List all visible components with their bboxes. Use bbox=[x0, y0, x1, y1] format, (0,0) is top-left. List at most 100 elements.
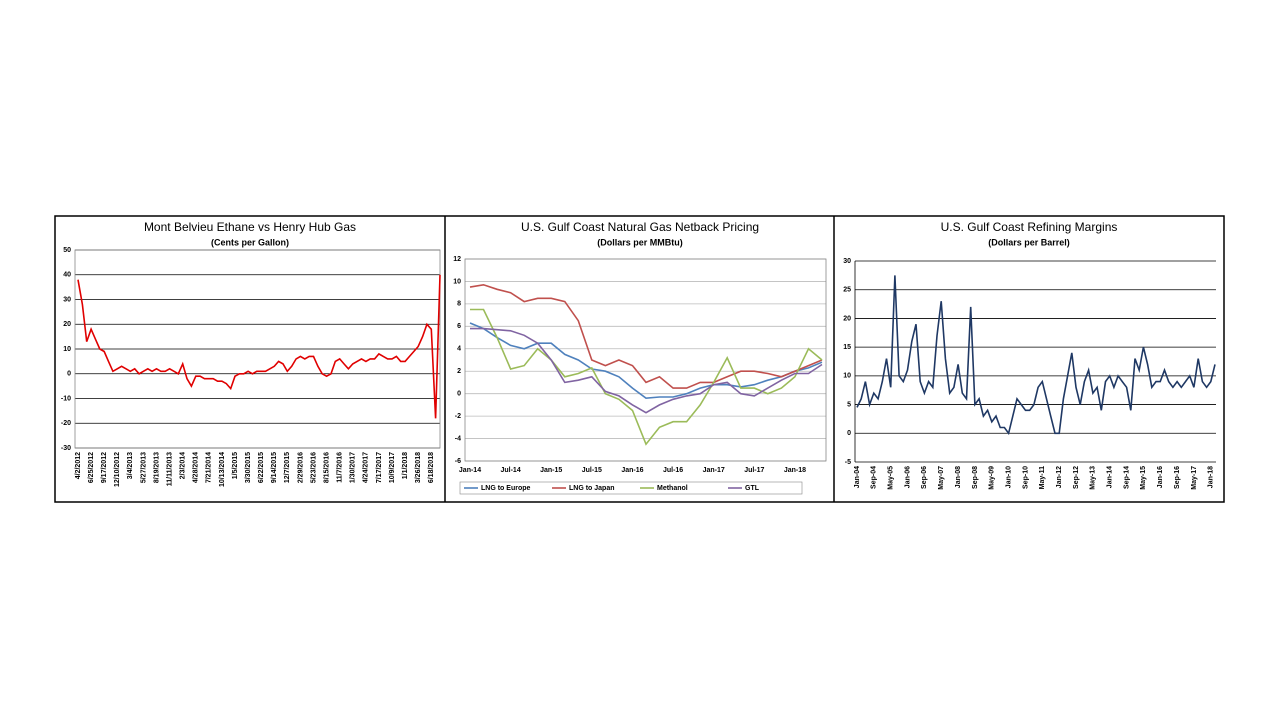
x-tick-label: 2/3/2014 bbox=[180, 452, 187, 479]
y-tick-label: -4 bbox=[455, 435, 461, 442]
x-tick-label: Jan-18 bbox=[784, 467, 806, 474]
y-tick-label: 20 bbox=[843, 315, 851, 322]
chart-title: U.S. Gulf Coast Natural Gas Netback Pric… bbox=[521, 220, 759, 234]
x-tick-label: Jan-18 bbox=[1208, 466, 1215, 488]
y-tick-label: 25 bbox=[843, 287, 851, 294]
x-tick-label: Jan-10 bbox=[1005, 466, 1012, 488]
y-tick-label: 8 bbox=[457, 301, 461, 308]
x-tick-label: Sep-04 bbox=[871, 466, 878, 489]
x-tick-label: 8/15/2016 bbox=[323, 452, 330, 483]
x-tick-label: 4/2/2012 bbox=[75, 452, 82, 479]
y-tick-label: 10 bbox=[453, 278, 461, 285]
x-tick-label: May-07 bbox=[938, 466, 945, 490]
y-tick-label: 0 bbox=[457, 391, 461, 398]
y-tick-label: 12 bbox=[453, 256, 461, 263]
series-line bbox=[470, 308, 823, 446]
x-tick-label: 4/28/2014 bbox=[193, 452, 200, 483]
y-tick-label: 0 bbox=[847, 430, 851, 437]
x-tick-label: Jan-16 bbox=[621, 467, 643, 474]
x-tick-label: May-11 bbox=[1039, 466, 1046, 489]
x-tick-label: 6/22/2015 bbox=[258, 452, 265, 483]
y-tick-label: 2 bbox=[457, 368, 461, 375]
series-line bbox=[77, 274, 441, 419]
x-tick-label: 11/7/2016 bbox=[337, 452, 344, 483]
legend-label: LNG to Japan bbox=[569, 485, 615, 492]
x-tick-label: 3/4/2013 bbox=[127, 452, 134, 479]
x-tick-label: Jul-17 bbox=[744, 467, 764, 474]
x-tick-label: 5/23/2016 bbox=[310, 452, 317, 483]
x-tick-label: 6/18/2018 bbox=[428, 452, 435, 483]
x-tick-label: 1/1/2018 bbox=[402, 452, 409, 479]
x-tick-label: 5/27/2013 bbox=[140, 452, 147, 483]
chart-title: Mont Belvieu Ethane vs Henry Hub Gas bbox=[144, 220, 356, 234]
series-line bbox=[469, 322, 823, 400]
x-tick-label: 3/30/2015 bbox=[245, 452, 252, 483]
y-tick-label: -6 bbox=[455, 458, 461, 465]
y-tick-label: -5 bbox=[845, 459, 851, 466]
x-tick-label: 7/21/2014 bbox=[206, 452, 213, 483]
x-tick-label: 8/19/2013 bbox=[153, 452, 160, 483]
series-line bbox=[856, 275, 1216, 436]
chart-subtitle: (Cents per Gallon) bbox=[211, 237, 289, 247]
x-tick-label: May-13 bbox=[1090, 466, 1097, 490]
x-tick-label: May-17 bbox=[1191, 466, 1198, 490]
x-tick-label: Jul-14 bbox=[500, 467, 520, 474]
x-tick-label: 7/17/2017 bbox=[376, 452, 383, 483]
plot-border bbox=[464, 258, 827, 462]
y-tick-label: -30 bbox=[61, 445, 71, 452]
x-tick-label: Jan-08 bbox=[955, 466, 962, 488]
x-tick-label: Jan-15 bbox=[540, 467, 562, 474]
plot-border bbox=[74, 249, 441, 449]
series-line bbox=[469, 283, 823, 389]
x-tick-label: Jul-15 bbox=[582, 467, 602, 474]
x-tick-label: Jan-06 bbox=[904, 466, 911, 488]
x-tick-label: 11/11/2013 bbox=[166, 452, 173, 486]
x-tick-label: Jan-16 bbox=[1157, 466, 1164, 488]
x-tick-label: Jan-12 bbox=[1056, 466, 1063, 488]
x-tick-label: 3/26/2018 bbox=[415, 452, 422, 483]
y-tick-label: -2 bbox=[455, 413, 461, 420]
y-tick-label: 5 bbox=[847, 401, 851, 408]
x-tick-label: Sep-06 bbox=[921, 466, 928, 489]
y-tick-label: 15 bbox=[843, 344, 851, 351]
x-tick-label: Sep-14 bbox=[1123, 466, 1130, 489]
x-tick-label: Jan-04 bbox=[854, 466, 861, 488]
y-tick-label: 4 bbox=[457, 346, 461, 353]
legend-label: Methanol bbox=[657, 485, 688, 492]
y-tick-label: -20 bbox=[61, 420, 71, 427]
y-tick-label: 40 bbox=[63, 272, 71, 279]
y-tick-label: 0 bbox=[67, 371, 71, 378]
x-tick-label: 10/9/2017 bbox=[389, 452, 396, 483]
chart-title: U.S. Gulf Coast Refining Margins bbox=[941, 220, 1118, 234]
y-tick-label: 30 bbox=[843, 258, 851, 265]
x-tick-label: 9/14/2015 bbox=[271, 452, 278, 483]
y-tick-label: 30 bbox=[63, 296, 71, 303]
series-line bbox=[470, 327, 823, 414]
x-tick-label: Jan-14 bbox=[459, 467, 481, 474]
y-tick-label: 6 bbox=[457, 323, 461, 330]
x-tick-label: 2/29/2016 bbox=[297, 452, 304, 483]
chart-subtitle: (Dollars per MMBtu) bbox=[597, 237, 683, 247]
y-tick-label: 20 bbox=[63, 321, 71, 328]
x-tick-label: 4/24/2017 bbox=[363, 452, 370, 483]
x-tick-label: Jul-16 bbox=[663, 467, 683, 474]
y-tick-label: 50 bbox=[63, 247, 71, 254]
frame bbox=[54, 215, 1225, 503]
legend-box bbox=[459, 481, 803, 495]
legend-label: GTL bbox=[745, 485, 760, 492]
x-tick-label: Jan-17 bbox=[703, 467, 725, 474]
x-tick-label: Sep-10 bbox=[1022, 466, 1029, 489]
y-tick-label: 10 bbox=[63, 346, 71, 353]
x-tick-label: 12/7/2015 bbox=[284, 452, 291, 483]
x-tick-label: Sep-08 bbox=[972, 466, 979, 489]
x-tick-label: 9/17/2012 bbox=[101, 452, 108, 483]
x-tick-label: May-05 bbox=[888, 466, 895, 490]
x-tick-label: 1/30/2017 bbox=[350, 452, 357, 483]
x-tick-label: 12/10/2012 bbox=[114, 452, 121, 487]
x-tick-label: Sep-16 bbox=[1174, 466, 1181, 489]
chart-subtitle: (Dollars per Barrel) bbox=[988, 237, 1070, 247]
x-tick-label: May-09 bbox=[989, 466, 996, 490]
x-tick-label: 10/13/2014 bbox=[219, 452, 226, 487]
